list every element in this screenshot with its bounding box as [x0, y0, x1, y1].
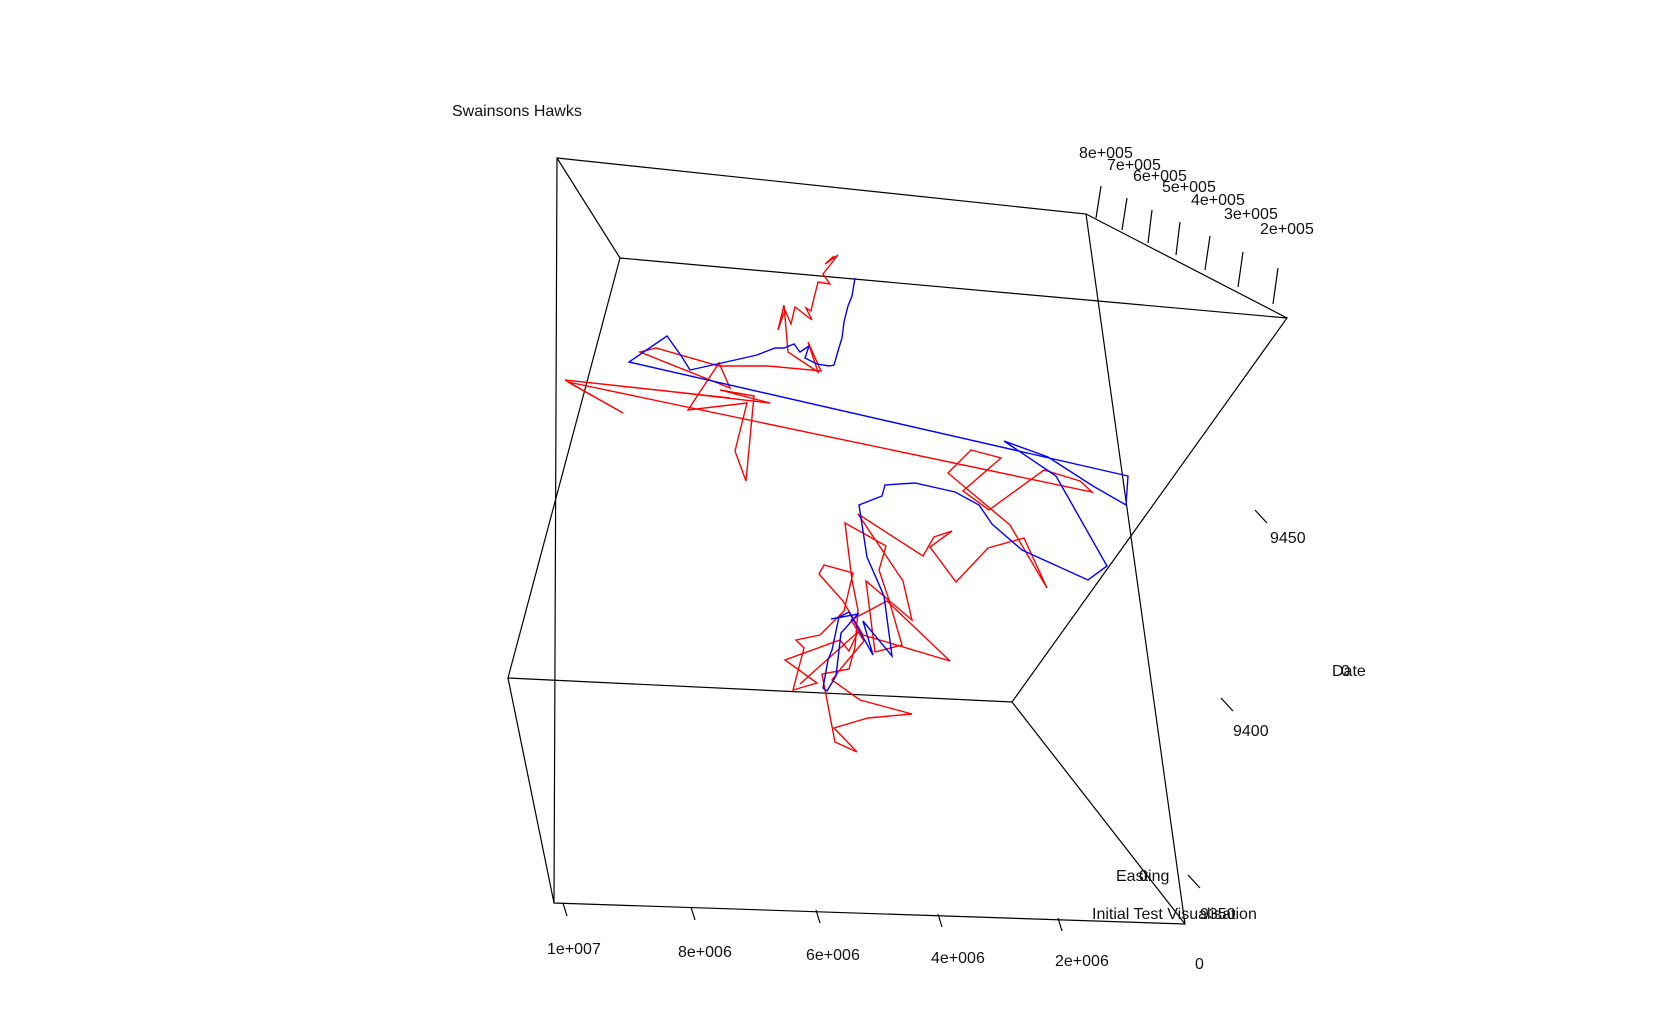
plot-box: [507, 157, 1289, 925]
easting-tick-3e5: [1237, 251, 1244, 288]
easting-tick-label-2e5: 2e+005: [1260, 221, 1314, 238]
easting-tick-label-4e5: 4e+005: [1191, 192, 1245, 209]
date-tick-9350: [1187, 874, 1201, 889]
track-red: [564, 254, 1095, 753]
overlap-glyph-easting: 0: [1139, 868, 1148, 885]
date-tick-label-9400: 9400: [1233, 723, 1269, 740]
easting-tick-6e5: [1147, 209, 1153, 244]
date-tick-9450: [1254, 509, 1268, 524]
z-tick-label-1e7: 1e+007: [547, 941, 601, 958]
chart-subtitle: Initial Test Visualisation: [1092, 906, 1257, 923]
date-tick-label-9350: 9350: [1200, 906, 1236, 923]
z-axis: [562, 902, 1063, 932]
date-tick-9400: [1220, 697, 1234, 712]
overlap-glyph-date: 0: [1341, 663, 1350, 680]
z-tick-6e6: [815, 909, 821, 924]
easting-tick-2e5: [1272, 267, 1279, 305]
date-axis-label: Date: [1332, 663, 1366, 680]
box-edge-bottom-right: [1011, 701, 1186, 925]
easting-tick-label-3e5: 3e+005: [1224, 206, 1278, 223]
easting-tick-7e5: [1121, 197, 1128, 231]
z-tick-label-0: 0: [1195, 956, 1204, 973]
easting-tick-label-8e5: 8e+005: [1079, 145, 1133, 162]
box-back-face: [507, 257, 1289, 703]
easting-tick-label-6e5: 6e+005: [1133, 168, 1187, 185]
date-axis: [1187, 509, 1268, 889]
easting-tick-5e5: [1175, 221, 1181, 256]
box-front-face: [553, 157, 1186, 925]
track-blue: [627, 277, 1129, 693]
easting-tick-label-5e5: 5e+005: [1162, 179, 1216, 196]
z-tick-label-4e6: 4e+006: [931, 950, 985, 967]
chart-title: Swainsons Hawks: [452, 103, 582, 120]
easting-axis: [1095, 185, 1279, 305]
z-tick-label-8e6: 8e+006: [678, 944, 732, 961]
z-tick-4e6: [937, 913, 943, 928]
z-tick-2e6: [1057, 917, 1063, 932]
z-tick-label-6e6: 6e+006: [806, 947, 860, 964]
z-tick-1e7: [562, 902, 568, 917]
easting-tick-4e5: [1204, 235, 1211, 271]
box-edge-bottom-left: [507, 677, 555, 904]
box-edge-top-right: [1085, 213, 1288, 319]
easting-tick-8e5: [1095, 185, 1102, 219]
easting-tick-label-7e5: 7e+005: [1107, 157, 1161, 174]
date-tick-label-9450: 9450: [1270, 530, 1306, 547]
z-tick-label-2e6: 2e+006: [1055, 953, 1109, 970]
z-tick-8e6: [690, 906, 696, 921]
box-edge-top-left: [556, 157, 621, 259]
easting-axis-label: Easting: [1116, 868, 1169, 885]
